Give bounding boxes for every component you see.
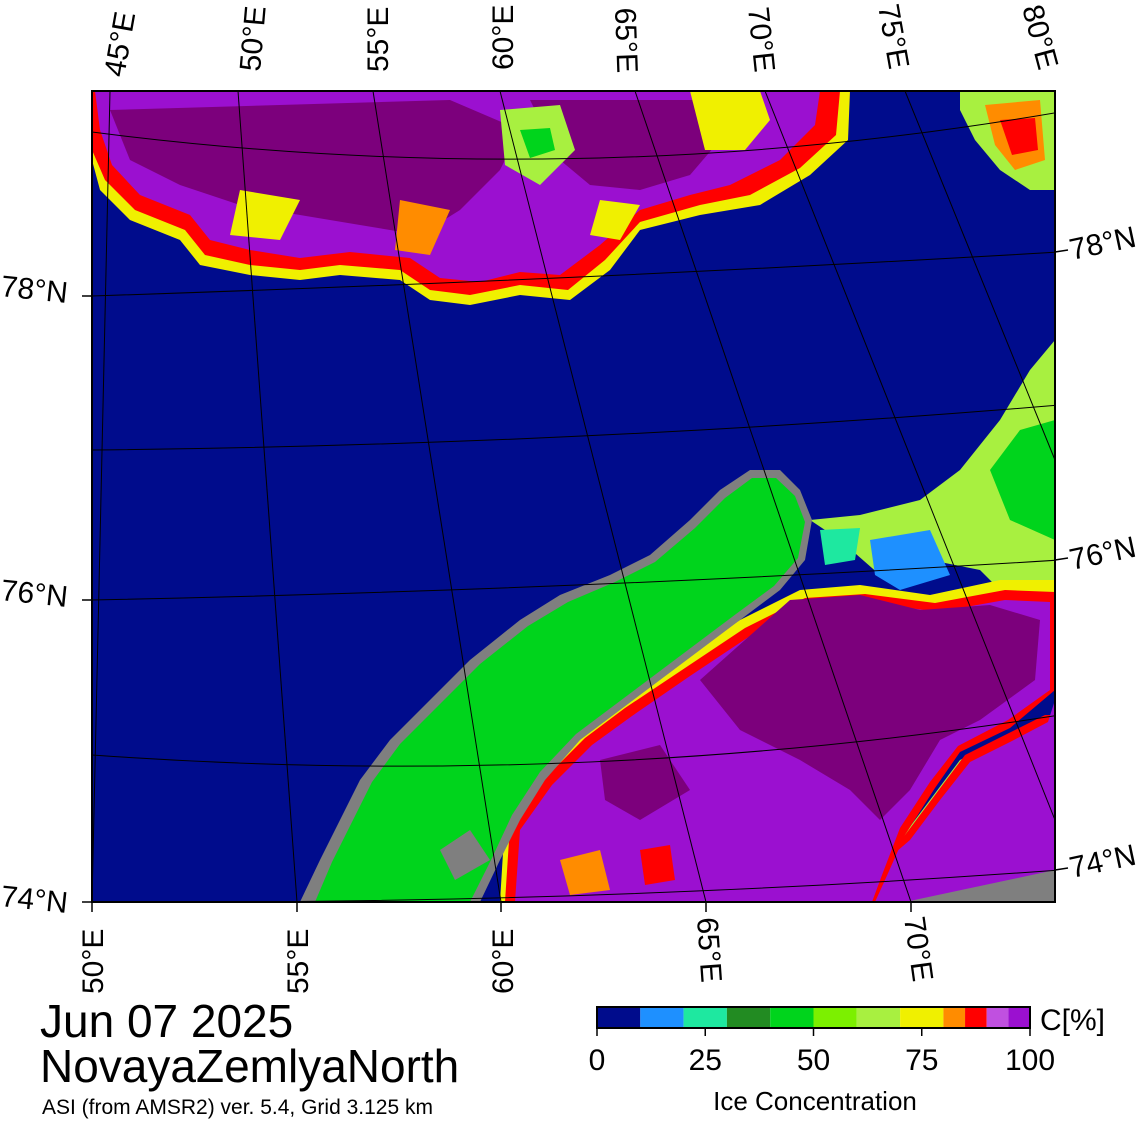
colorbar-swatch	[726, 1007, 771, 1028]
colorbar-title: Ice Concentration	[713, 1086, 917, 1116]
right-lat-label: 74°N	[1067, 839, 1139, 885]
southern-pack-ice	[500, 580, 1055, 902]
graticule	[92, 91, 1055, 902]
colorbar-swatch	[597, 1007, 641, 1028]
bottom-lon-label: 60°E	[487, 929, 520, 994]
colorbar-swatch	[770, 1007, 814, 1028]
novaya-zemlya-land	[300, 470, 1055, 902]
top-lon-label: 65°E	[608, 7, 643, 74]
colorbar-swatch	[943, 1007, 966, 1028]
colorbar-tick-label: 25	[688, 1044, 722, 1077]
right-lat-labels: 78°N 76°N 74°N	[1067, 221, 1139, 885]
top-lon-label: 75°E	[871, 1, 915, 71]
bottom-lon-label: 70°E	[897, 914, 939, 983]
colorbar-swatch	[813, 1007, 857, 1028]
top-lon-label: 70°E	[741, 5, 781, 73]
right-lat-label: 78°N	[1067, 221, 1139, 267]
date-label: Jun 07 2025	[40, 995, 294, 1047]
top-lon-label: 80°E	[1015, 1, 1064, 73]
bottom-lon-label: 55°E	[282, 929, 315, 994]
source-label: ASI (from AMSR2) ver. 5.4, Grid 3.125 km	[42, 1096, 433, 1119]
left-lat-labels: 78°N 76°N 74°N	[0, 270, 69, 920]
colorbar-swatch	[856, 1007, 901, 1028]
bottom-lon-label: 50°E	[77, 929, 110, 994]
ticks	[82, 249, 1069, 912]
colorbar-swatch	[1008, 1007, 1030, 1028]
colorbar-tick-label: 100	[1004, 1044, 1056, 1077]
top-lon-label: 45°E	[98, 9, 142, 79]
region-label: NovayaZemlyaNorth	[40, 1040, 460, 1092]
colorbar-swatch	[986, 1007, 1009, 1028]
colorbar-swatch	[640, 1007, 684, 1028]
bottom-lon-labels: 50°E 55°E 60°E 65°E 70°E	[77, 914, 939, 994]
top-lon-label: 60°E	[487, 5, 520, 70]
colorbar-tick-label: 50	[796, 1044, 831, 1077]
left-lat-label: 74°N	[0, 880, 69, 920]
top-lon-label: 50°E	[234, 5, 273, 73]
colorbar	[597, 1007, 1030, 1028]
left-lat-label: 76°N	[0, 574, 69, 614]
kara-sea-ice	[810, 340, 1055, 902]
colorbar-unit: C[%]	[1040, 1004, 1106, 1037]
colorbar-ticks	[596, 1028, 1031, 1036]
colorbar-swatch	[965, 1007, 987, 1028]
colorbar-swatch	[900, 1007, 944, 1028]
top-lon-label: 55°E	[362, 7, 395, 72]
colorbar-swatch	[683, 1007, 727, 1028]
map-frame	[91, 90, 1056, 903]
bottom-lon-label: 65°E	[690, 916, 727, 984]
colorbar-tick-label: 75	[905, 1044, 939, 1077]
top-lon-labels: 45°E 50°E 55°E 60°E 65°E 70°E 75°E 80°E	[98, 1, 1064, 79]
colorbar-tick-label: 0	[588, 1044, 606, 1077]
left-lat-label: 78°N	[0, 270, 69, 310]
right-lat-label: 76°N	[1067, 531, 1139, 577]
